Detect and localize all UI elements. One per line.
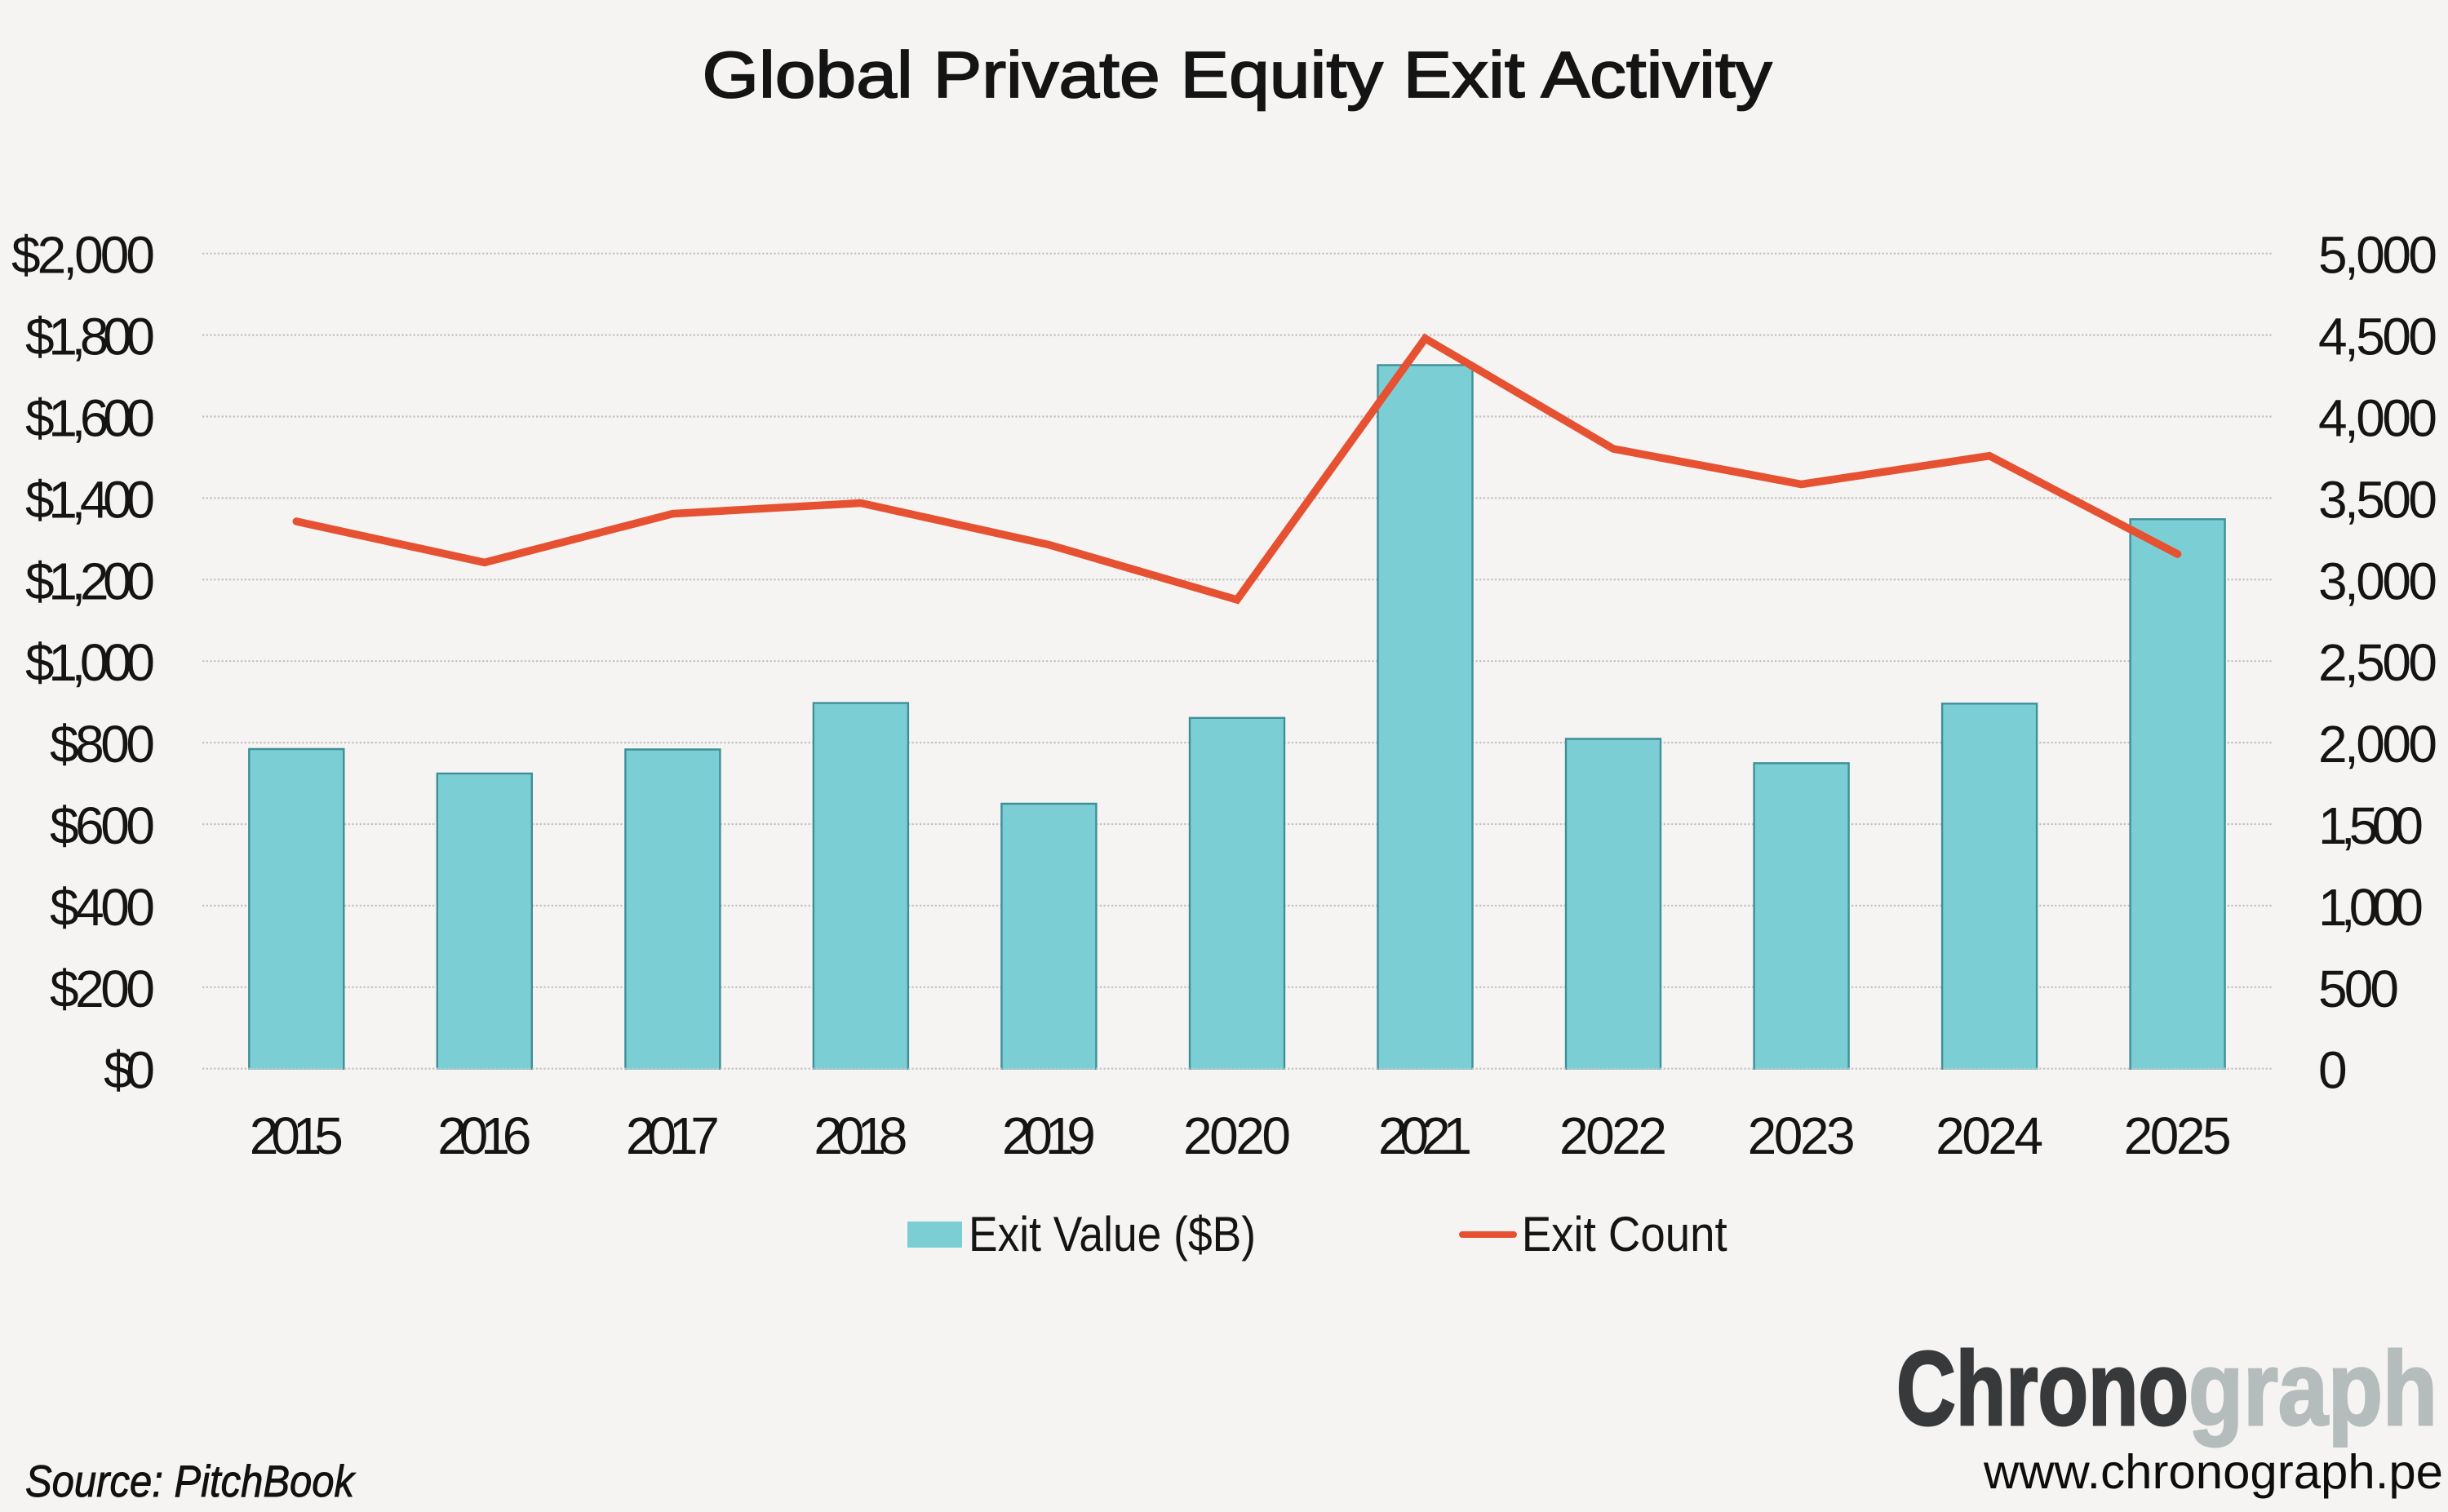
- svg-text:$1,400: $1,400: [25, 470, 155, 529]
- svg-text:2024: 2024: [1936, 1106, 2043, 1165]
- svg-text:5,000: 5,000: [2318, 226, 2437, 285]
- svg-text:2,000: 2,000: [2318, 715, 2437, 774]
- svg-text:$0: $0: [104, 1041, 155, 1100]
- svg-text:3,000: 3,000: [2318, 552, 2437, 610]
- svg-text:1,500: 1,500: [2318, 796, 2424, 855]
- svg-text:$1,600: $1,600: [25, 389, 155, 448]
- svg-text:$800: $800: [50, 715, 155, 774]
- svg-text:$600: $600: [50, 796, 155, 855]
- svg-text:$200: $200: [50, 960, 155, 1018]
- svg-text:2022: 2022: [1559, 1106, 1667, 1165]
- svg-text:2019: 2019: [1002, 1106, 1096, 1165]
- svg-text:500: 500: [2318, 960, 2399, 1018]
- svg-text:2017: 2017: [626, 1106, 720, 1165]
- svg-text:2025: 2025: [2124, 1106, 2232, 1165]
- svg-text:2021: 2021: [1378, 1106, 1472, 1165]
- svg-text:2018: 2018: [814, 1106, 907, 1165]
- svg-text:Source: PitchBook: Source: PitchBook: [25, 1456, 356, 1506]
- svg-text:2020: 2020: [1183, 1106, 1291, 1165]
- svg-text:3,500: 3,500: [2318, 470, 2437, 529]
- svg-text:0: 0: [2318, 1041, 2348, 1100]
- svg-text:Exit Count: Exit Count: [1522, 1207, 1727, 1261]
- svg-text:$1,200: $1,200: [25, 552, 155, 610]
- svg-text:$2,000: $2,000: [11, 226, 155, 285]
- svg-text:Chrono: Chrono: [1896, 1331, 2189, 1448]
- svg-text:2015: 2015: [250, 1106, 344, 1165]
- svg-text:$1,800: $1,800: [25, 308, 155, 366]
- svg-text:4,000: 4,000: [2318, 389, 2437, 448]
- svg-text:2023: 2023: [1748, 1106, 1856, 1165]
- svg-text:2016: 2016: [437, 1106, 531, 1165]
- svg-text:Exit Value ($B): Exit Value ($B): [969, 1207, 1256, 1261]
- svg-text:$1,000: $1,000: [25, 633, 155, 692]
- svg-text:4,500: 4,500: [2318, 308, 2437, 366]
- svg-text:graph: graph: [2189, 1331, 2437, 1448]
- svg-text:$400: $400: [50, 878, 155, 937]
- svg-text:www.chronograph.pe: www.chronograph.pe: [1983, 1445, 2443, 1499]
- svg-text:1,000: 1,000: [2318, 878, 2424, 937]
- svg-text:Global Private Equity Exit Act: Global Private Equity Exit Activity: [703, 38, 1772, 111]
- svg-text:2,500: 2,500: [2318, 633, 2437, 692]
